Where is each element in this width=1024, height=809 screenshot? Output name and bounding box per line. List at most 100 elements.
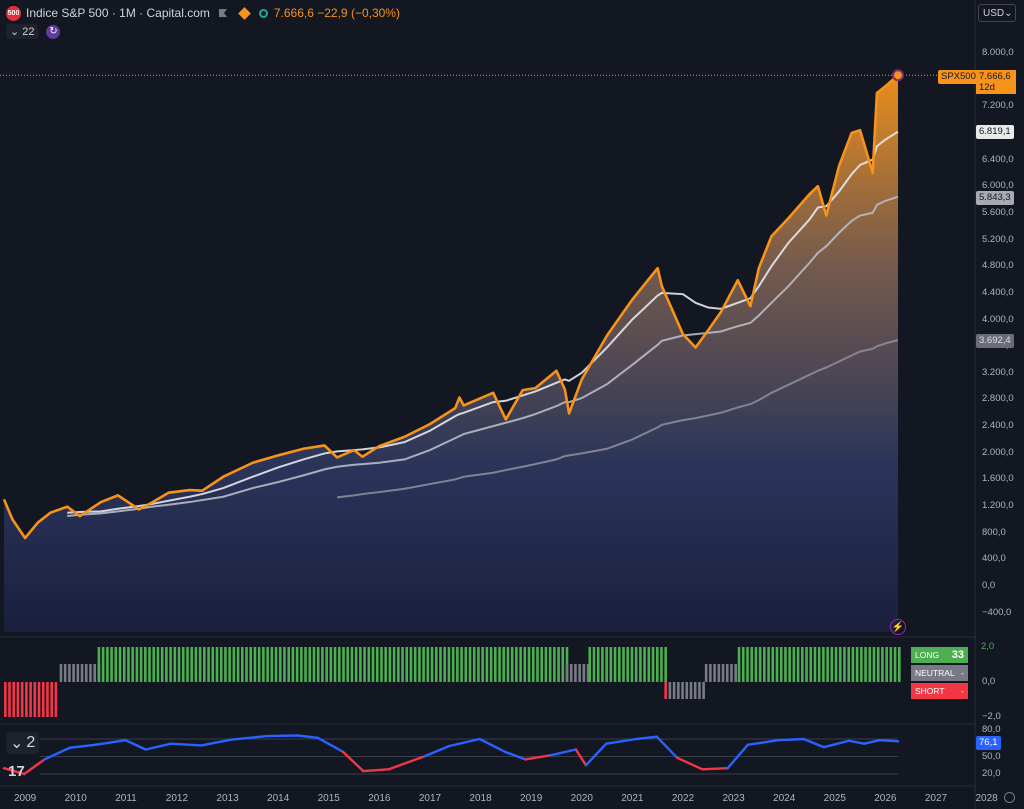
signal-bar [165, 647, 168, 682]
signal-bar [152, 647, 156, 682]
signal-bar [498, 647, 501, 682]
signal-bar [851, 647, 855, 682]
signal-bar [295, 647, 299, 682]
rsi-segment [230, 734, 269, 741]
flag-icon[interactable] [218, 8, 228, 18]
signal-bar [426, 647, 430, 682]
signal-bar [262, 647, 265, 682]
signal-bar [885, 647, 888, 682]
time-tick: 2010 [64, 793, 87, 804]
signal-bar [609, 647, 613, 682]
signal-bar [363, 647, 366, 682]
rsi-segment [265, 734, 299, 738]
signal-bar [422, 647, 425, 682]
signal-axis-zero: 0,0 [982, 676, 996, 687]
tradingview-logo: 17 [8, 763, 25, 780]
signal-bar [838, 647, 842, 682]
signal-bar [418, 647, 421, 682]
signal-bar [72, 664, 75, 682]
signal-bar [565, 664, 569, 682]
signal-bar [796, 647, 800, 682]
signal-bar [830, 647, 834, 682]
signal-bar [660, 647, 663, 682]
rsi-segment [341, 750, 365, 773]
signal-bar [283, 647, 286, 682]
signal-bar [316, 647, 320, 682]
symbol-title[interactable]: Indice S&P 500 · 1M · Capital.com [26, 6, 210, 20]
signal-bar [413, 647, 417, 682]
signal-bar [380, 647, 383, 682]
signal-bar [76, 664, 80, 682]
rsi-segment [422, 744, 451, 758]
signal-bar [203, 647, 206, 682]
signal-bar [771, 647, 775, 682]
legend-neutral: NEUTRAL - [911, 665, 968, 681]
signal-bar [784, 647, 787, 682]
signal-bar [639, 647, 642, 682]
signal-bar [717, 664, 721, 682]
signal-bar [156, 647, 160, 682]
signal-bar [388, 647, 392, 682]
price-tick: −400,0 [982, 606, 1012, 618]
interval-chip[interactable]: ⌄ 22 [6, 24, 39, 39]
signal-bar [872, 647, 876, 682]
signal-bar [677, 682, 680, 699]
lightning-icon[interactable]: ⚡ [890, 619, 906, 635]
ma-tag-slow: 3.692,4 [976, 334, 1014, 348]
signal-bar [194, 647, 198, 682]
price-tick: 4.400,0 [982, 286, 1014, 298]
signal-bar [4, 682, 7, 717]
signal-bar [693, 682, 697, 699]
signal-bar [519, 647, 522, 682]
time-tick: 2012 [165, 793, 189, 804]
rsi-segment [23, 758, 46, 776]
signal-bar [41, 682, 45, 717]
signal-bar [792, 647, 796, 682]
signal-bar [709, 664, 712, 682]
signal-bar [647, 647, 651, 682]
signal-bar [131, 647, 134, 682]
price-tick: 4.000,0 [982, 313, 1014, 325]
time-tick: 2014 [267, 793, 290, 804]
legend-short-value: - [961, 686, 964, 696]
signal-bar [253, 647, 257, 682]
currency-select[interactable]: USD ⌄ [978, 4, 1016, 22]
rsi-segment [296, 734, 319, 740]
chevron-down-icon: ⌄ [1004, 7, 1013, 19]
time-tick: 2017 [418, 793, 442, 804]
price-tick: 5.600,0 [982, 206, 1014, 218]
signal-bar [843, 647, 846, 682]
signal-bar [207, 647, 210, 682]
signal-bar [817, 647, 821, 682]
rsi-chip[interactable]: ⌄ 2 [6, 732, 40, 754]
price-tick: 8.000,0 [982, 47, 1014, 58]
signal-bar [266, 647, 269, 682]
time-tick: 2016 [368, 793, 391, 804]
signal-bar [371, 647, 375, 682]
signal-bar [668, 682, 672, 699]
rsi-segment [43, 746, 71, 761]
signal-bar [33, 682, 37, 717]
signal-bar [805, 647, 808, 682]
signal-bar [232, 647, 236, 682]
signal-bar [664, 647, 667, 682]
time-tick: 2025 [823, 793, 846, 804]
signal-bar [439, 647, 442, 682]
market-status-icon [258, 8, 268, 18]
settings-gear-icon[interactable] [1004, 792, 1015, 803]
signal-bar [367, 647, 371, 682]
signal-bar [308, 647, 312, 682]
signal-bar [613, 647, 617, 682]
signal-bar [46, 682, 49, 717]
signal-bar [826, 647, 829, 682]
signal-bar [122, 647, 126, 682]
signal-bar [494, 647, 497, 682]
signal-bar [725, 664, 729, 682]
signal-bar [704, 664, 708, 682]
refresh-icon[interactable]: ↻ [46, 24, 61, 39]
signal-bar [312, 647, 316, 682]
signal-bar [236, 647, 240, 682]
signal-bar [713, 664, 716, 682]
signal-bar [20, 682, 24, 717]
